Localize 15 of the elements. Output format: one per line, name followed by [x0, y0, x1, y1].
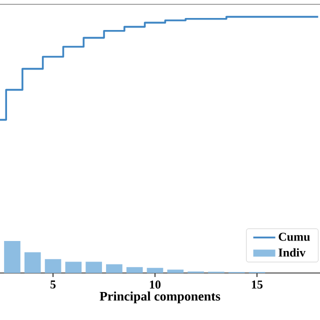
bar [126, 267, 143, 273]
bar [106, 264, 122, 273]
bar [167, 270, 184, 273]
bar [44, 259, 62, 273]
bar [24, 252, 41, 273]
x-axis-title: Principal components [100, 292, 220, 304]
bar [4, 240, 20, 273]
bar [65, 262, 82, 273]
bar [146, 268, 164, 273]
legend-label: Cumu [278, 232, 310, 241]
x-tick-label: 10 [150, 280, 161, 289]
bar [86, 262, 102, 273]
x-tick-label: 15 [252, 280, 263, 289]
x-tick-label: 5 [50, 280, 56, 288]
legend-label: Indiv [278, 248, 306, 257]
